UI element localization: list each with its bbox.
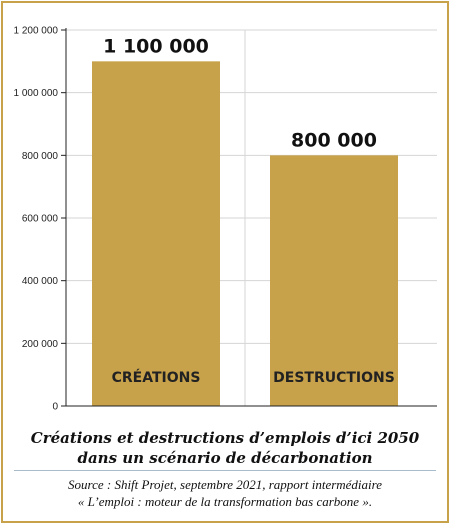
y-tick-label: 600 000 xyxy=(22,214,59,225)
y-tick-label: 1 000 000 xyxy=(14,88,59,99)
y-tick-label: 400 000 xyxy=(22,276,59,287)
y-tick-label: 1 200 000 xyxy=(14,26,59,37)
bars: 1 100 000 CRÉATIONS 800 000 DESTRUCTIONS xyxy=(92,35,398,406)
bar-value-label: 800 000 xyxy=(291,129,377,151)
bar-chart: 1 100 000 CRÉATIONS 800 000 DESTRUCTIONS 0 2… xyxy=(14,26,437,413)
y-tick-label: 0 xyxy=(52,402,58,413)
source-line-2: « L’emploi : moteur de la transformation… xyxy=(77,494,373,509)
y-tick-label: 200 000 xyxy=(22,339,59,350)
bar-destructions xyxy=(270,155,398,406)
source-note: Source : Shift Projet, septembre 2021, r… xyxy=(0,476,450,510)
bar-category-label: CRÉATIONS xyxy=(112,369,201,386)
bar-creations xyxy=(92,61,220,406)
caption-line-1: Créations et destructions d’emplois d’ic… xyxy=(30,429,420,447)
caption-separator xyxy=(14,470,436,471)
caption-line-2: dans un scénario de décarbonation xyxy=(77,449,373,467)
bar-category-label: DESTRUCTIONS xyxy=(273,370,395,386)
y-axis-ticks: 0 200 000 400 000 600 000 800 000 1 000 000 1 … xyxy=(14,26,66,413)
bar-value-label: 1 100 000 xyxy=(103,35,209,57)
y-tick-label: 800 000 xyxy=(22,151,59,162)
source-line-1: Source : Shift Projet, septembre 2021, r… xyxy=(68,477,382,492)
chart-caption: Créations et destructions d’emplois d’ic… xyxy=(0,428,450,468)
